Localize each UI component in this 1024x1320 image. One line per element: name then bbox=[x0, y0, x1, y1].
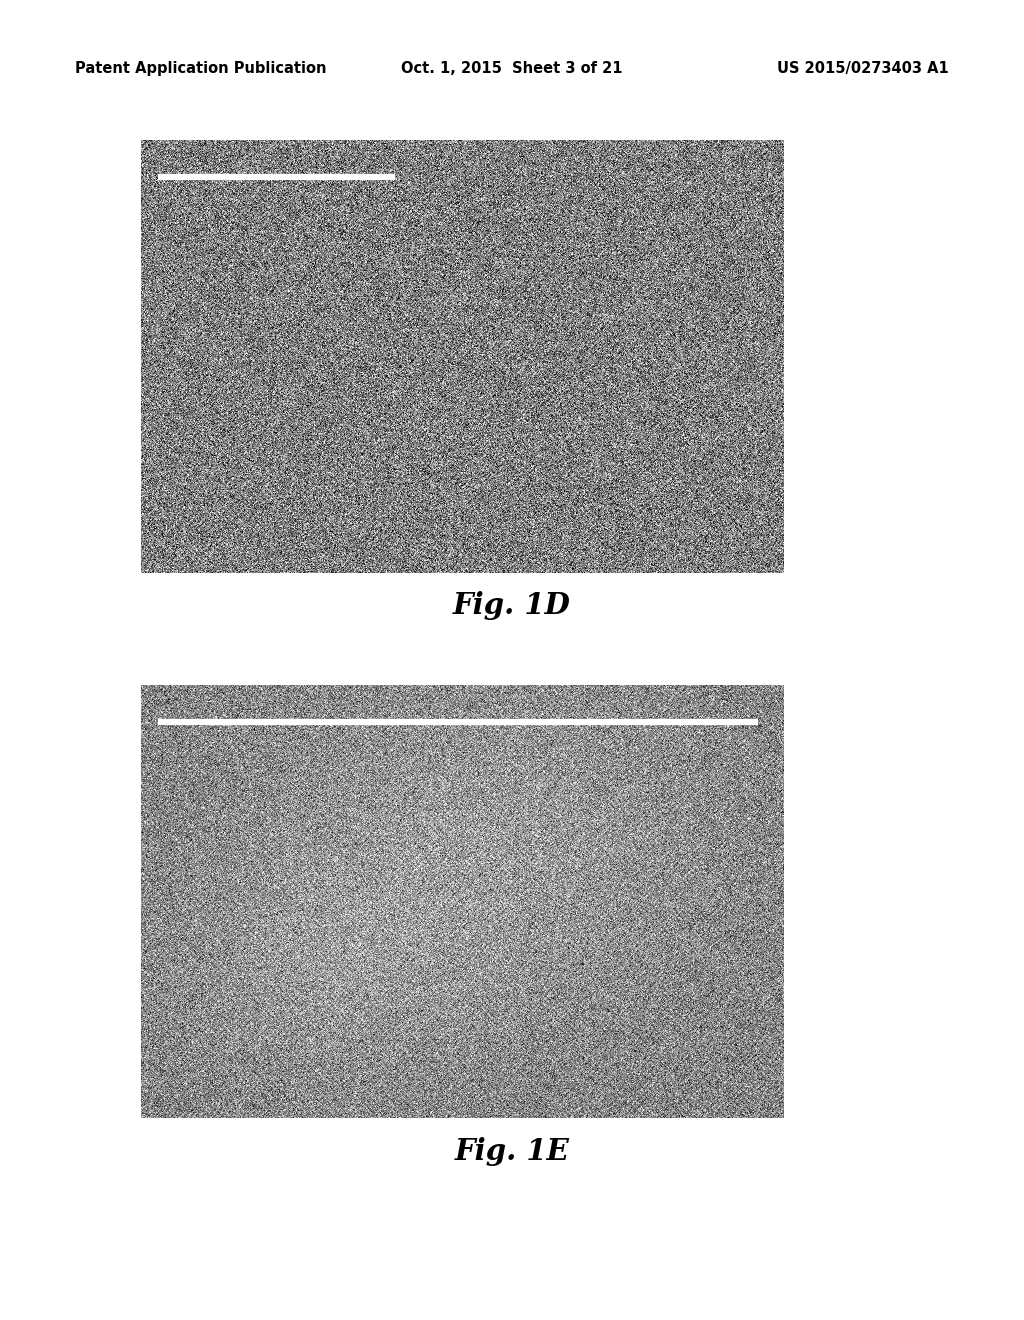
Text: Patent Application Publication: Patent Application Publication bbox=[75, 61, 327, 77]
Text: Oct. 1, 2015  Sheet 3 of 21: Oct. 1, 2015 Sheet 3 of 21 bbox=[401, 61, 623, 77]
Text: US 2015/0273403 A1: US 2015/0273403 A1 bbox=[777, 61, 949, 77]
Text: Fig. 1E: Fig. 1E bbox=[455, 1138, 569, 1167]
Text: Fig. 1D: Fig. 1D bbox=[453, 590, 571, 619]
